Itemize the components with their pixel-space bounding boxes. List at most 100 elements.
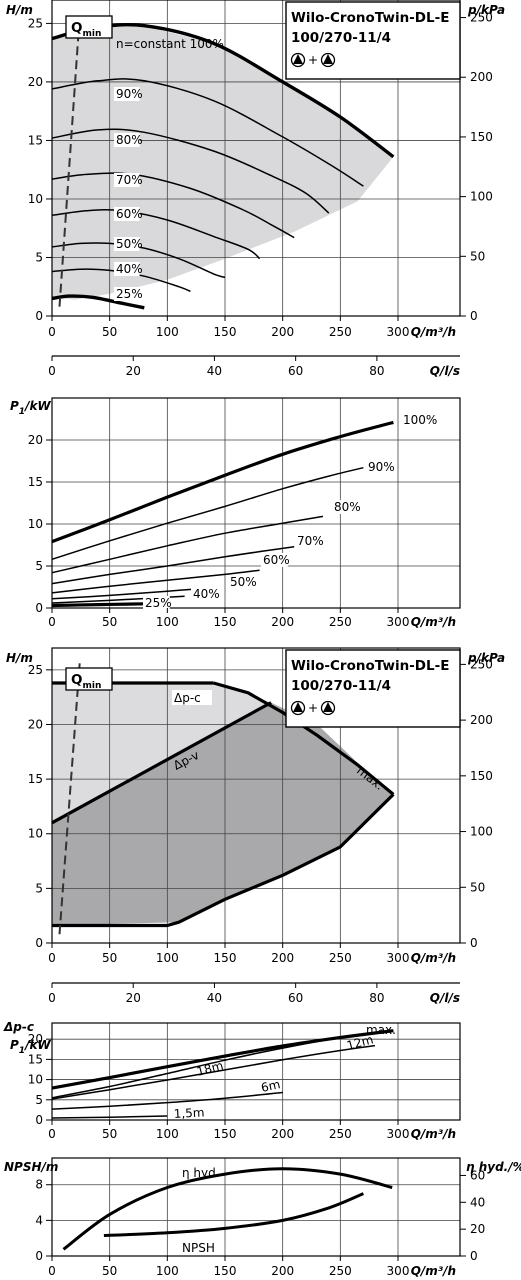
y-tick-label: 0 (35, 309, 43, 323)
curve-label: 25% (116, 287, 143, 301)
x-tick-label: 200 (271, 1264, 294, 1278)
twin-pump-symbol-icon (320, 52, 336, 68)
power-curve-60- (51, 569, 260, 594)
curve-label: 60% (116, 207, 143, 221)
flow-tick-label: 0 (48, 991, 56, 1005)
y-right-tick-label: 100 (470, 190, 493, 204)
x-tick-label: 250 (329, 615, 352, 629)
pump-triangle-icon (323, 54, 333, 64)
npsh-curve-label: NPSH (182, 1241, 215, 1255)
plus-sign: + (308, 53, 318, 67)
x-tick-label: 0 (48, 951, 56, 965)
pump-triangle-icon (323, 702, 333, 712)
ctrl-power-curve-1-5m (51, 1115, 168, 1119)
curve-label-bg (114, 237, 140, 251)
qmin-box (65, 667, 113, 691)
flow-tick-label: 80 (369, 364, 384, 378)
y-right-tick-label: 50 (470, 880, 485, 894)
x-tick-label: 150 (214, 325, 237, 339)
power-curve-label: 100% (403, 413, 437, 427)
curve-label-bg (332, 500, 359, 514)
dark-region (52, 702, 394, 926)
y-right-axis-label: η hyd./% (466, 1160, 521, 1174)
y-tick-label: 10 (28, 192, 43, 206)
ctrl-power-label: 12m (345, 1032, 375, 1053)
y-tick-label: 20 (28, 75, 43, 89)
curve-label-bg (143, 596, 170, 610)
panel-head-speed: n=constant 100% 90% 80% 70% 60% 50% 40% 25% Qmin… (6, 0, 505, 339)
y-tick-label: 10 (28, 1073, 43, 1087)
y-tick-label: 25 (28, 663, 43, 677)
plot-frame (51, 397, 461, 609)
y-axis-label: H/m (6, 3, 33, 17)
y-right-tick-label: 20 (470, 1222, 485, 1236)
power-curve-40- (51, 595, 185, 604)
flow-tick-label: 0 (48, 364, 56, 378)
curve-label: n=constant 100% (116, 37, 224, 51)
x-tick-label: 100 (156, 1127, 179, 1141)
flow-axis-label: Q/l/s (430, 991, 460, 1005)
qmin-box (65, 15, 113, 39)
curve-60- (51, 209, 261, 260)
panel-head-control: QminΔp-cΔp-vmax.051015202505010015020025… (6, 647, 505, 965)
power-curve-90- (51, 466, 364, 561)
curve-90- (51, 78, 364, 187)
power-curve-100- (51, 420, 394, 544)
y-tick-label: 15 (28, 772, 43, 786)
x-tick-label: 300 (387, 1127, 410, 1141)
ctrl-power-curve-6m (51, 1091, 283, 1110)
x-tick-label: 200 (271, 615, 294, 629)
x-tick-label: 100 (156, 615, 179, 629)
flow-tick-label: 40 (207, 364, 222, 378)
ctrl-power-label: 1,5m (173, 1105, 204, 1121)
curve-50- (51, 242, 226, 279)
axis-flow_ls_1: 0 20 40 60 80 Q/l/s (48, 355, 460, 378)
model-subtitle: 100/270-11/4 (291, 30, 391, 46)
power-curve-70- (51, 545, 295, 585)
power-curve-label: 70% (297, 534, 324, 548)
plot-frame (51, 1157, 461, 1257)
y-right-tick-label: 200 (470, 713, 493, 727)
qmin-line (58, 663, 81, 935)
y-tick-label: 0 (35, 1249, 43, 1263)
pump-triangle-icon (293, 54, 303, 64)
y-axis-label: NPSH/m (4, 1160, 58, 1174)
x-tick-label: 250 (329, 1127, 352, 1141)
y-tick-label: 15 (28, 475, 43, 489)
y-axis-label: H/m (6, 651, 33, 665)
power-curve-80- (51, 515, 324, 574)
x-tick-label: 200 (271, 951, 294, 965)
y-tick-label: 4 (35, 1213, 43, 1227)
x-tick-label: 150 (214, 1127, 237, 1141)
y-tick-label: 8 (35, 1178, 43, 1192)
x-tick-label: 50 (102, 325, 117, 339)
y-right-tick-label: 150 (470, 769, 493, 783)
control-curve-min (52, 793, 395, 928)
panel-power-speed: 100% 90% 80% 70% 60% 50% 40% 25% 0 5 10 15 20 P1/kW 0 5… (10, 397, 461, 629)
y-tick-label: 5 (35, 881, 43, 895)
y-tick-label: 5 (35, 1093, 43, 1107)
twin-pump-symbol-icon (290, 700, 306, 716)
y-right-axis-label: p/kPa (467, 651, 505, 665)
y-right-tick-label: 60 (470, 1168, 485, 1182)
curve-label: 40% (116, 262, 143, 276)
twin-pump-symbol-icon (320, 700, 336, 716)
y-tick-label: 5 (35, 250, 43, 264)
efficiency-curve-label: η hyd. (182, 1166, 220, 1180)
power-curve-label: 60% (263, 553, 290, 567)
y-right-axis-label: p/kPa (467, 3, 505, 17)
y-tick-label: 20 (28, 717, 43, 731)
ctrl-power-curve-18m (51, 1033, 364, 1099)
ctrl-power-label: max. (366, 1023, 396, 1037)
flow-tick-label: 20 (126, 991, 141, 1005)
flow-tick-label: 80 (369, 991, 384, 1005)
y-right-tick-label: 250 (470, 11, 493, 25)
curve-label-bg (228, 575, 255, 589)
x-tick-label: 50 (102, 1127, 117, 1141)
y-tick-label: 5 (35, 559, 43, 573)
curve-efficiency (62, 1167, 393, 1251)
qmin-label: Qmin (71, 20, 101, 39)
curve-npsh (103, 1192, 364, 1237)
curve-label-bg (114, 133, 140, 147)
